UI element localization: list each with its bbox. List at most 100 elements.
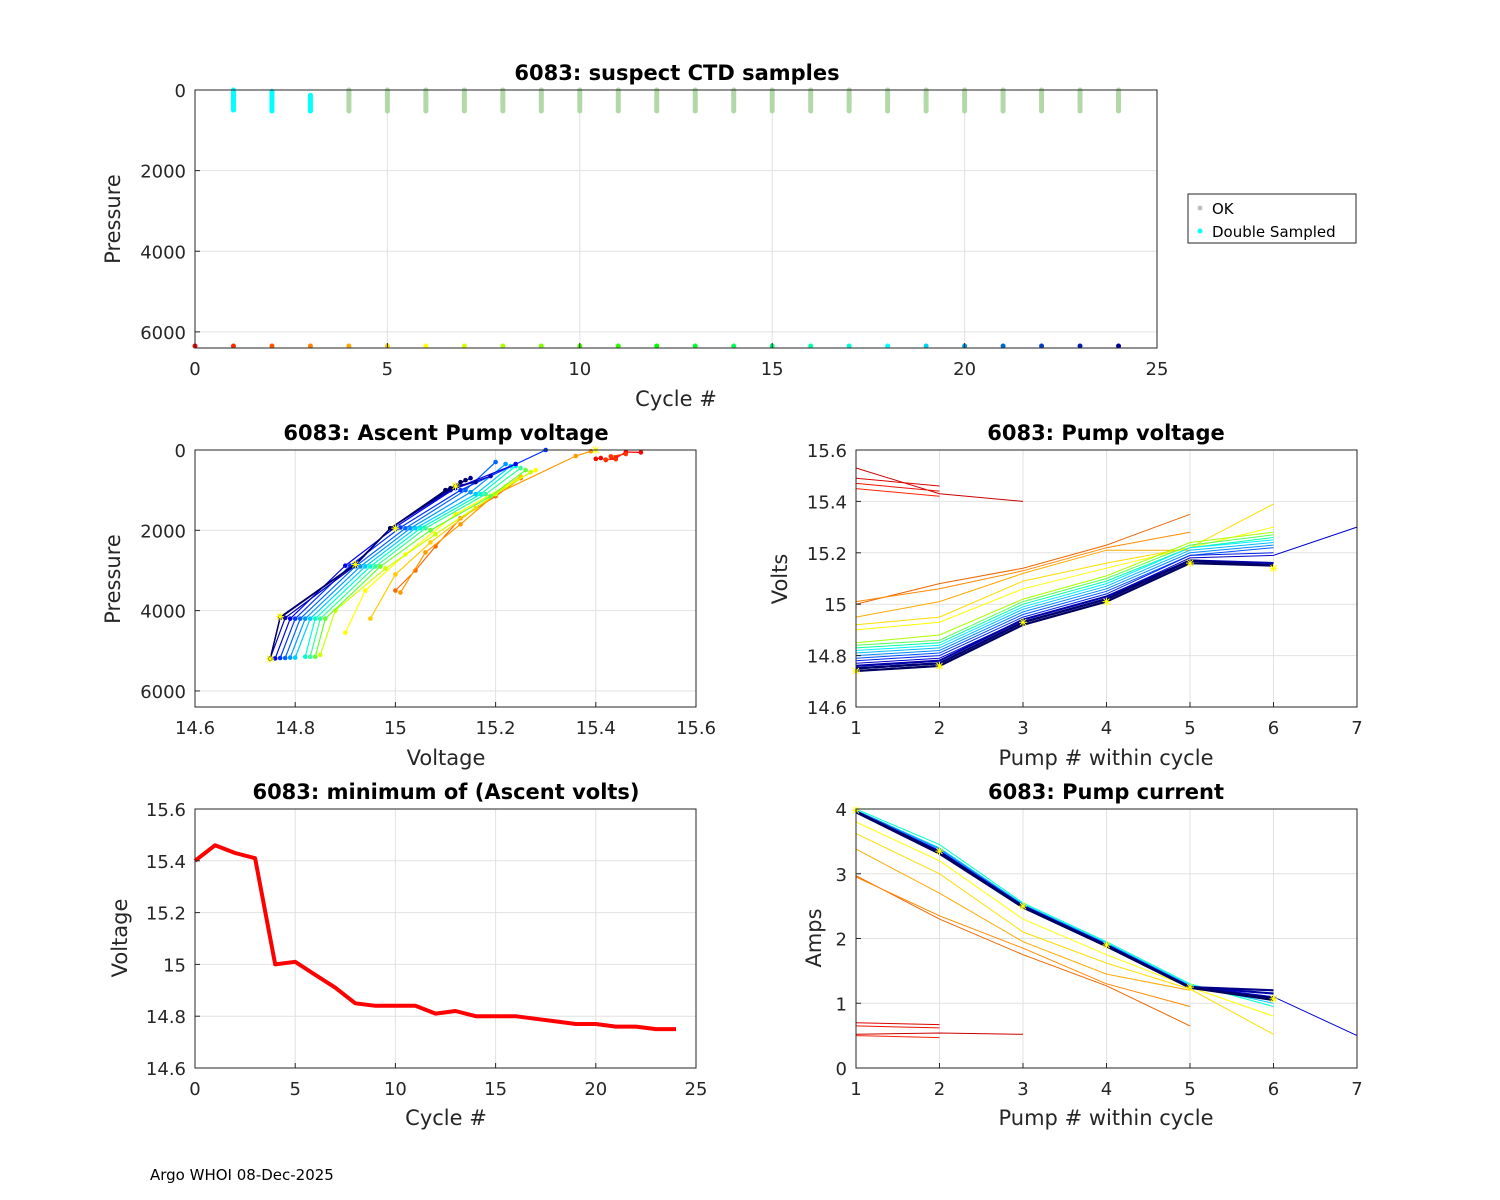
data-point	[613, 456, 619, 462]
y-tick-label: 4000	[140, 602, 186, 623]
x-tick-label: 4	[1101, 1079, 1112, 1100]
y-tick-label: 15.2	[146, 904, 186, 925]
x-tick-label: 15	[761, 359, 784, 380]
data-point	[368, 564, 373, 569]
chart-pump-voltage: 6083: Pump voltage 1 2 3 4 5 6 7 14.6 14.8 15 15.2…	[768, 421, 1363, 770]
y-tick-label: 15	[824, 595, 847, 616]
data-point	[292, 655, 298, 660]
data-point	[428, 528, 433, 533]
data-point	[478, 491, 483, 497]
legend-ok-label: OK	[1212, 200, 1235, 218]
x-tick-label: 15.4	[576, 718, 616, 739]
data-point	[287, 616, 293, 621]
star-marker	[1102, 940, 1111, 949]
y-tick-label: 2	[836, 930, 847, 951]
series-line	[855, 1025, 940, 1029]
series-line	[855, 1032, 1024, 1035]
x-tick-label: 25	[685, 1079, 708, 1100]
data-point	[608, 454, 614, 459]
data-point	[433, 532, 438, 537]
series-line	[289, 463, 506, 658]
data-point	[528, 469, 533, 475]
series-line	[369, 475, 522, 619]
y-tick-label: 15.6	[146, 800, 186, 821]
data-point	[393, 572, 398, 577]
data-point	[312, 654, 318, 660]
legend-double-label: Double Sampled	[1212, 223, 1336, 241]
data-point	[332, 608, 338, 613]
x-tick-label: 1	[850, 718, 861, 739]
data-point	[638, 450, 644, 455]
data-point	[468, 475, 473, 481]
series-line	[855, 1035, 940, 1039]
chart-minimum-ascent-volts: 6083: minimum of (Ascent volts) 0 5 10 15 20…	[108, 780, 707, 1130]
y-tick-label: 15.6	[807, 441, 847, 462]
x-tick-label: 3	[1017, 718, 1028, 739]
x-tick-label: 7	[1351, 718, 1362, 739]
series-line	[855, 526, 1274, 631]
data-point	[468, 489, 473, 495]
data-point	[307, 654, 313, 660]
cycle-marker	[692, 343, 698, 349]
series-line	[855, 539, 1274, 651]
y-tick-label: 14.8	[807, 647, 847, 668]
star-marker	[1019, 902, 1027, 911]
cycle-marker	[423, 343, 429, 349]
legend-double-marker	[1197, 228, 1203, 234]
data-point	[473, 479, 478, 485]
star-marker	[1269, 994, 1278, 1003]
x-axis-label: Cycle #	[405, 1106, 487, 1130]
x-tick-label: 0	[189, 1079, 200, 1100]
y-tick-label: 14.6	[807, 698, 847, 719]
cycle-marker	[538, 343, 544, 349]
data-point	[277, 655, 283, 661]
data-point	[503, 461, 508, 467]
x-axis-label: Cycle #	[635, 387, 717, 411]
data-point	[513, 461, 518, 467]
y-tick-label: 0	[836, 1059, 847, 1080]
x-tick-label: 5	[1184, 718, 1195, 739]
cycle-marker	[1077, 343, 1083, 349]
cycle-marker	[615, 343, 621, 349]
data-point	[598, 455, 604, 461]
data-point	[488, 493, 493, 499]
star-marker	[391, 524, 400, 533]
data-point	[317, 616, 323, 621]
y-tick-label: 0	[175, 81, 186, 102]
data-point	[428, 540, 433, 545]
y-axis-label: Amps	[802, 908, 826, 967]
data-point	[373, 564, 378, 569]
legend-box	[1187, 193, 1357, 244]
data-point	[423, 550, 428, 555]
y-tick-label: 4000	[140, 242, 186, 263]
series-line	[344, 469, 536, 633]
legend: OK Double Sampled	[1187, 193, 1357, 244]
data-point	[408, 526, 413, 531]
cycle-marker	[1039, 343, 1045, 349]
data-point	[463, 477, 468, 483]
series-line	[855, 811, 1274, 1002]
series-line	[855, 488, 940, 497]
data-point	[593, 456, 599, 462]
chart-title: 6083: Pump current	[988, 780, 1224, 804]
data-point	[363, 588, 368, 593]
x-axis-label: Voltage	[407, 746, 486, 770]
series-line	[605, 453, 626, 461]
x-tick-label: 15	[484, 1079, 507, 1100]
y-axis-label: Voltage	[108, 899, 132, 978]
series-line	[855, 821, 1274, 1017]
x-tick-label: 15.2	[476, 718, 516, 739]
x-tick-label: 6	[1268, 718, 1279, 739]
series-line	[855, 467, 1024, 502]
data-point	[458, 487, 463, 493]
x-tick-label: 15	[384, 718, 407, 739]
cycle-marker	[1116, 343, 1122, 349]
data-point	[403, 526, 408, 531]
series-line	[855, 561, 1274, 673]
x-tick-label: 15.6	[676, 718, 716, 739]
series-line	[855, 482, 940, 492]
y-tick-label: 6000	[140, 682, 186, 703]
x-tick-label: 25	[1146, 359, 1169, 380]
cycle-marker	[346, 343, 352, 349]
chart-suspect-ctd: 6083: suspect CTD samples 0 5 10 15 20 25 0 200…	[101, 61, 1357, 411]
